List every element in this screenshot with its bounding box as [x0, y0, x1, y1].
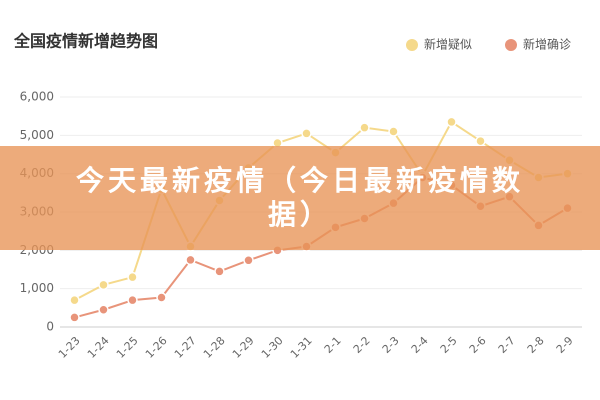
x-tick-label: 1-27 — [172, 334, 199, 361]
data-point — [301, 128, 312, 139]
chart-title: 全国疫情新增趋势图 — [13, 32, 158, 51]
data-point — [446, 116, 457, 128]
data-point — [214, 266, 225, 277]
y-tick-label: 5,000 — [20, 128, 54, 142]
x-tick-label: 1-25 — [114, 334, 141, 361]
banner-title: 今天最新疫情（今日最新疫情数据） — [75, 164, 524, 231]
data-point — [156, 292, 167, 303]
banner: 今天最新疫情（今日最新疫情数据） — [0, 146, 600, 250]
data-point — [98, 304, 109, 315]
data-point — [98, 279, 109, 291]
x-tick-label: 1-24 — [85, 334, 112, 361]
data-point — [243, 255, 254, 266]
data-point — [388, 126, 399, 137]
y-tick-label: 1,000 — [20, 281, 54, 295]
x-tick-label: 2-4 — [409, 334, 431, 356]
data-point — [185, 254, 196, 266]
data-point — [359, 122, 370, 133]
x-tick-label: 2-9 — [554, 334, 576, 356]
x-tick-label: 2-3 — [380, 334, 402, 356]
x-tick-label: 1-26 — [143, 334, 170, 361]
data-point — [69, 294, 80, 306]
x-tick-label: 1-23 — [56, 334, 83, 361]
x-tick-label: 1-29 — [230, 334, 257, 361]
x-tick-label: 2-1 — [322, 334, 344, 356]
legend-swatch — [406, 39, 418, 51]
data-point — [69, 312, 80, 323]
x-tick-label: 1-30 — [259, 334, 286, 361]
y-tick-label: 6,000 — [20, 90, 54, 104]
x-tick-label: 2-2 — [351, 334, 373, 356]
x-tick-label: 2-5 — [438, 334, 460, 356]
legend-label: 新增确诊 — [523, 37, 571, 52]
data-point — [475, 135, 486, 147]
x-tick-label: 2-6 — [467, 334, 489, 356]
data-point — [127, 294, 138, 306]
legend-swatch — [505, 39, 517, 51]
x-tick-label: 2-7 — [496, 334, 518, 356]
x-tick-label: 2-8 — [525, 334, 547, 356]
x-tick-label: 1-31 — [288, 334, 315, 361]
data-point — [127, 271, 138, 283]
y-tick-label: 0 — [46, 320, 54, 334]
legend-label: 新增疑似 — [424, 37, 472, 52]
x-tick-label: 1-28 — [201, 334, 228, 361]
